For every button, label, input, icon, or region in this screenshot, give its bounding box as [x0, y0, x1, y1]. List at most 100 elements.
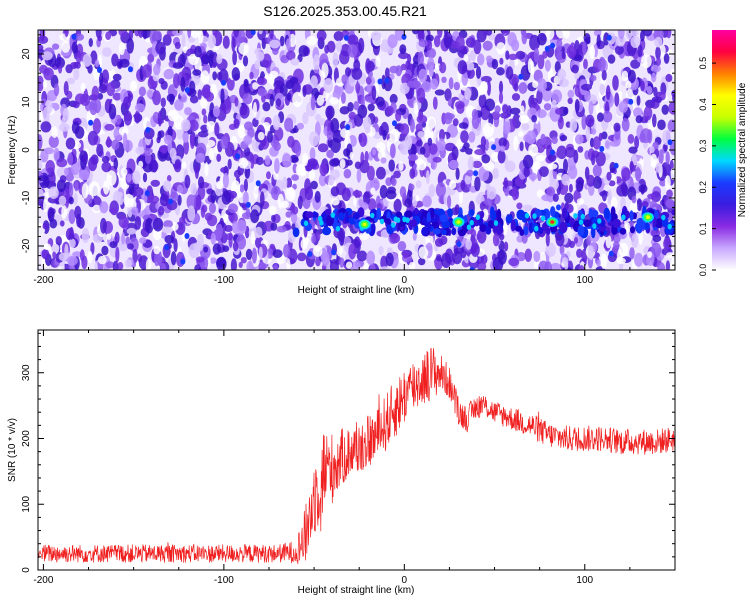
heatmap-cell: [631, 195, 637, 204]
heatmap-cell: [163, 134, 173, 145]
heatmap-cell: [162, 226, 173, 234]
heatmap-cell: [63, 81, 69, 96]
heatmap-cell: [149, 30, 159, 45]
heatmap-cell: [390, 233, 401, 244]
heatmap-cell: [470, 229, 477, 238]
heatmap-cell: [230, 258, 237, 270]
heatmap-cell: [664, 175, 671, 191]
heatmap-cell: [397, 241, 407, 252]
heatmap-cell: [58, 195, 67, 206]
heatmap-cell: [375, 96, 385, 107]
heatmap-cell: [650, 153, 657, 166]
heatmap-cell: [289, 154, 299, 163]
heatmap-cell: [496, 67, 505, 76]
heatmap-cell: [525, 130, 537, 145]
heatmap-cell: [474, 149, 485, 156]
heatmap-cell: [291, 206, 299, 215]
heatmap-cell: [316, 30, 327, 41]
heatmap-cell: [476, 229, 487, 244]
heatmap-cell: [557, 68, 567, 80]
signal-band-cell: [597, 218, 602, 224]
heatmap-cell: [203, 246, 209, 253]
heatmap-cell: [38, 162, 43, 170]
signal-band-cell: [588, 208, 593, 219]
heatmap-cell: [244, 121, 253, 131]
heatmap-cell: [200, 70, 210, 85]
heatmap-cell: [340, 92, 346, 104]
heatmap-cell: [69, 226, 74, 240]
signal-band-cell: [371, 223, 376, 233]
heatmap-cell: [556, 204, 561, 211]
heatmap-cell: [269, 70, 279, 79]
heatmap-cell: [118, 126, 129, 136]
heatmap-cell: [630, 36, 641, 48]
heatmap-cell: [332, 85, 342, 101]
heatmap-cell: [498, 80, 504, 94]
heatmap-cell: [345, 159, 353, 166]
heatmap-cell: [537, 32, 547, 46]
heatmap-cell: [378, 245, 384, 256]
heatmap-cell: [376, 141, 386, 153]
heatmap-cell: [538, 260, 549, 270]
heatmap-cell: [505, 66, 514, 80]
heatmap-cell: [127, 204, 133, 218]
heatmap-cell: [42, 223, 49, 230]
heatmap-cell: [80, 93, 91, 107]
heatmap-cell: [181, 119, 191, 132]
heatmap-cell: [40, 121, 52, 133]
heatmap-cell: [470, 242, 480, 257]
heatmap-cell: [559, 134, 568, 142]
heatmap-cell: [358, 199, 364, 207]
heatmap-cell: [518, 82, 528, 94]
heatmap-cell: [417, 30, 425, 42]
heatmap-cell: [340, 128, 350, 139]
heatmap-cell: [257, 131, 265, 141]
heatmap-cell: [384, 67, 390, 80]
heatmap-cell: [197, 131, 209, 138]
heatmap-cell: [522, 204, 533, 212]
heatmap-cell: [422, 142, 431, 158]
heatmap-cell: [55, 236, 62, 246]
heatmap-cell: [418, 246, 429, 259]
signal-band-cell: [542, 222, 549, 232]
heatmap-cell: [134, 110, 141, 124]
heatmap-cell: [273, 264, 279, 270]
heatmap-cell: [416, 87, 426, 103]
heatmap-cell: [87, 250, 93, 264]
signal-band-cell: [345, 211, 349, 222]
heatmap-cell: [630, 30, 639, 37]
heatmap-cell: [499, 233, 505, 241]
heatmap-cell: [406, 80, 418, 88]
heatmap-cell: [286, 258, 291, 270]
heatmap-cell: [443, 192, 448, 206]
heatmap-cell: [513, 135, 519, 151]
heatmap-cell: [239, 184, 245, 193]
x-tick-label: -100: [214, 275, 234, 286]
heatmap-cell: [663, 53, 670, 64]
colorbar-tick-label: 0.3: [698, 140, 708, 153]
heatmap-cell: [99, 201, 109, 214]
heatmap-cell: [404, 135, 413, 151]
heatmap-cell: [38, 35, 49, 44]
heatmap-cell: [365, 126, 371, 134]
heatmap-cell: [649, 146, 655, 154]
heatmap-cell: [492, 233, 500, 247]
heatmap-cell: [197, 89, 202, 100]
heatmap-cell: [566, 45, 577, 59]
heatmap-cell: [56, 158, 68, 168]
heatmap-y-axis: -20 -10 0 10 20: [21, 34, 675, 266]
colorbar-tick-label: 0.0: [698, 264, 708, 277]
heatmap-cell: [101, 47, 112, 57]
heatmap-cell: [98, 84, 108, 94]
heatmap-cell: [612, 75, 619, 91]
signal-band-cell: [671, 209, 675, 216]
signal-band-cell: [652, 217, 657, 228]
signal-band-cell: [516, 209, 525, 221]
heatmap-cell: [587, 245, 594, 261]
heatmap-cell: [326, 149, 334, 159]
heatmap-cell: [61, 41, 71, 53]
colorbar-tick-label: 0.5: [698, 57, 708, 70]
heatmap-cell: [132, 248, 138, 264]
heatmap-cell: [479, 81, 488, 94]
signal-band-cell: [322, 226, 332, 236]
